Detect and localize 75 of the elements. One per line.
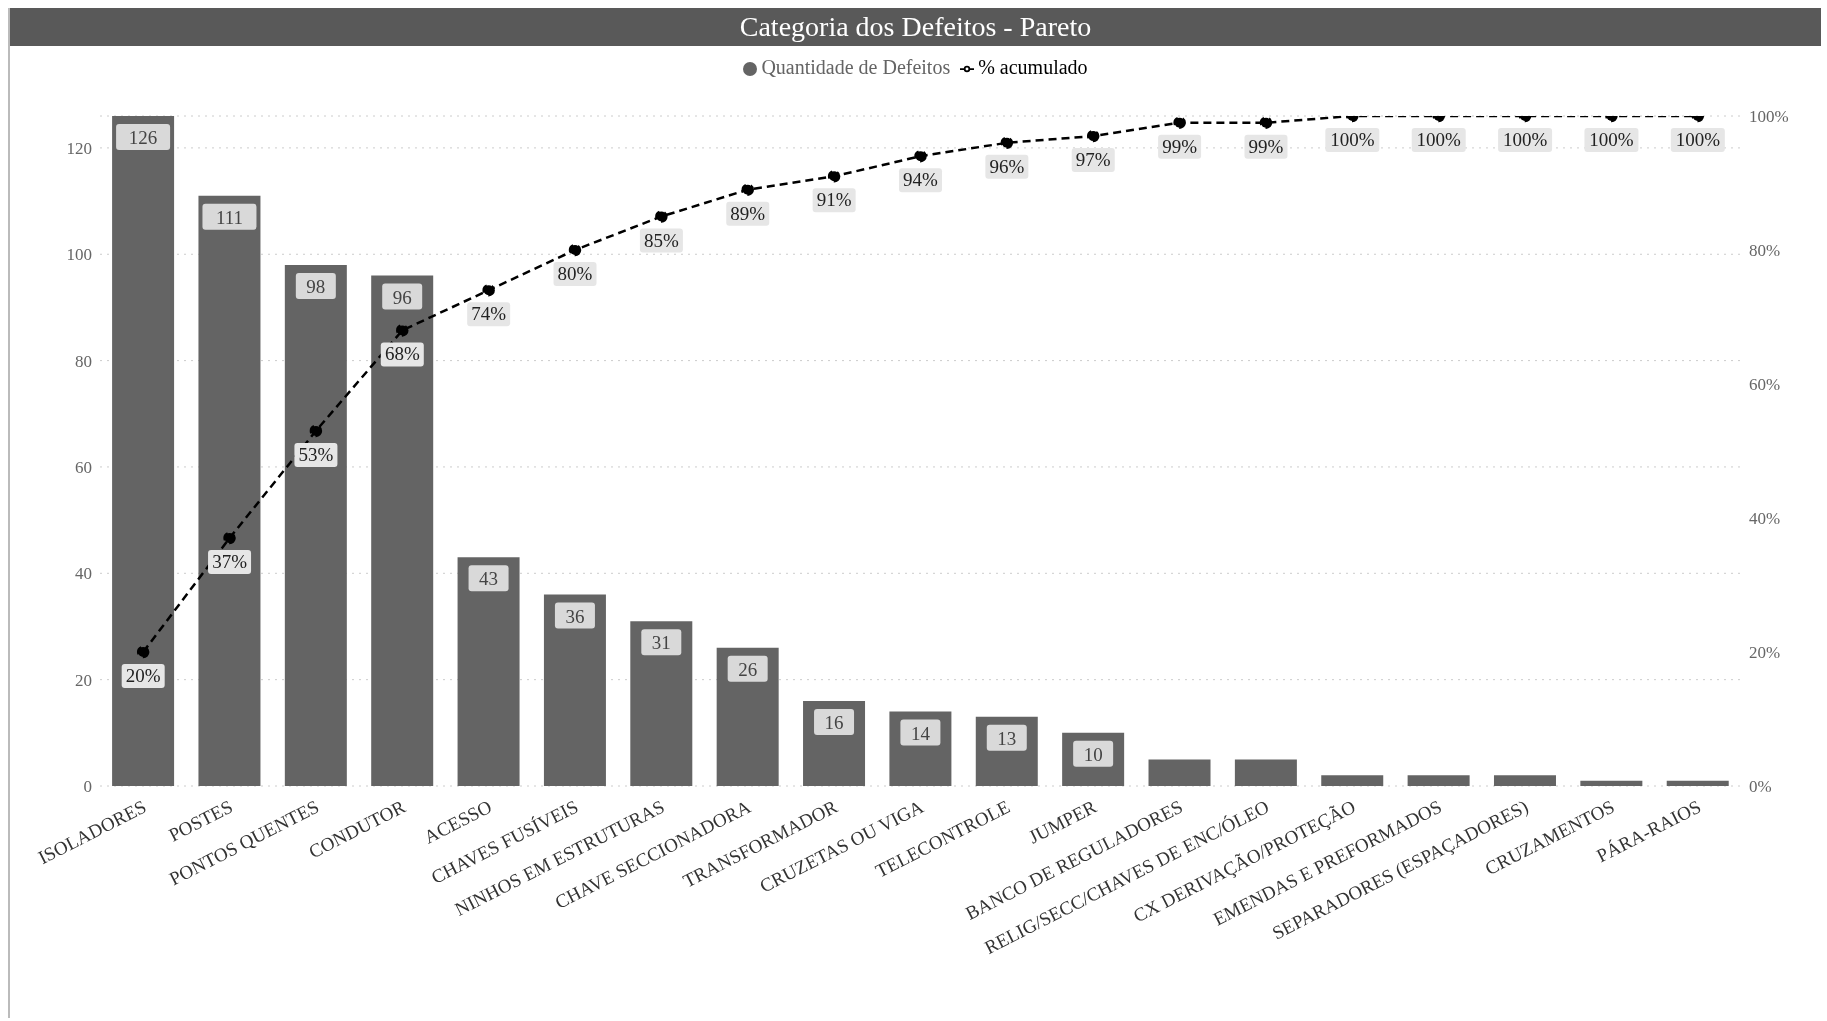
point [136, 645, 150, 659]
data-label: 37% [212, 551, 248, 573]
bar [1580, 780, 1643, 786]
data-label: 20% [125, 665, 161, 686]
data-label: 99% [1248, 135, 1284, 157]
data-label: 100% [1502, 129, 1548, 150]
data-label: 96% [989, 155, 1025, 177]
point [396, 324, 409, 337]
data-label: 91% [816, 189, 852, 211]
y-tick-label: 100 [66, 245, 92, 265]
y2-tick-label: 40% [1749, 509, 1781, 529]
bar [1148, 759, 1211, 786]
y-tick-label: 0 [83, 777, 92, 797]
y-tick-label: 120 [66, 138, 92, 158]
y-tick-label: 80 [75, 351, 92, 371]
data-label: 100% [1416, 129, 1462, 150]
data-label: 96 [392, 286, 412, 308]
bar [630, 621, 693, 786]
y2-tick-label: 100% [1749, 107, 1789, 127]
y-tick-label: 40 [75, 564, 92, 584]
data-label: 31 [651, 632, 671, 654]
point [568, 243, 582, 257]
y2-tick-label: 0% [1749, 777, 1772, 797]
point [914, 149, 927, 163]
data-label: 85% [643, 229, 679, 251]
data-label: 14 [910, 722, 931, 744]
bar [371, 275, 434, 786]
data-label: 80% [557, 263, 593, 284]
data-label: 10 [1083, 743, 1103, 765]
chart-title: Categoria dos Defeitos - Pareto [10, 8, 1821, 46]
data-label: 100% [1675, 129, 1721, 150]
data-label: 94% [903, 169, 939, 191]
bar [1666, 780, 1729, 786]
data-label: 26 [738, 658, 758, 680]
bar [1234, 759, 1297, 786]
data-label: 68% [384, 343, 420, 365]
data-label: 99% [1162, 135, 1198, 157]
data-label: 111 [215, 206, 244, 228]
bar [543, 594, 606, 786]
legend-label: Quantidade de Defeitos [761, 56, 951, 78]
bar [457, 557, 520, 786]
y2-tick-label: 20% [1749, 643, 1781, 663]
y-tick-label: 20 [75, 670, 92, 690]
point [655, 210, 668, 223]
data-label: 97% [1075, 149, 1111, 171]
data-label: 13 [997, 727, 1017, 749]
point [223, 531, 236, 545]
point [1086, 129, 1100, 143]
point [741, 183, 755, 196]
data-label: 16 [824, 711, 844, 733]
data-label: 74% [471, 303, 507, 325]
data-label: 100% [1330, 129, 1375, 150]
point [1000, 136, 1014, 150]
y-tick-label: 60 [75, 457, 92, 477]
data-label: 100% [1589, 129, 1634, 150]
bar [284, 264, 347, 786]
bar [1493, 775, 1556, 786]
bar [198, 195, 261, 786]
data-label: 43 [479, 568, 499, 590]
point [1173, 116, 1186, 129]
point [827, 170, 841, 183]
data-label: 89% [730, 202, 766, 224]
bar [112, 116, 175, 786]
bar [1407, 775, 1470, 786]
data-label: 126 [128, 127, 158, 148]
y2-tick-label: 60% [1749, 375, 1781, 395]
data-label: 53% [298, 443, 334, 465]
data-label: 36 [565, 605, 585, 627]
y2-tick-label: 80% [1749, 241, 1781, 261]
bar [1321, 775, 1384, 786]
legend-label: % acumulado [978, 56, 1088, 78]
point [1259, 116, 1273, 129]
point [309, 424, 323, 438]
data-label: 98 [306, 275, 326, 297]
point [482, 283, 495, 297]
